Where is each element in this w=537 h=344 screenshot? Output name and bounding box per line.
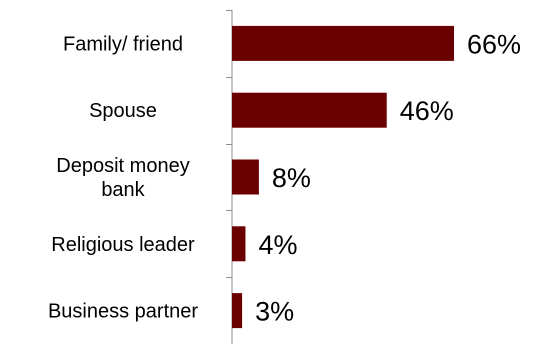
value-labels: 66% 46% 8% 4% 3% [255,29,521,326]
data-label: 4% [258,230,297,260]
data-label: 66% [467,29,521,59]
axis-layer [226,10,233,344]
bar [232,226,246,262]
bar [232,92,387,128]
data-label: 46% [400,96,454,126]
category-label: Business partner [48,301,198,323]
bar [232,293,243,329]
bar [232,25,454,61]
category-label: Deposit money bank [56,155,189,201]
data-label: 8% [272,163,311,193]
category-label: Family/ friend [63,33,183,55]
bars-layer [232,25,454,329]
bar [232,159,259,195]
category-label: Religious leader [51,234,195,256]
data-label: 3% [255,297,294,327]
category-labels: Family/ friend Spouse Deposit money bank Rel… [48,33,198,322]
category-label: Spouse [89,100,157,122]
